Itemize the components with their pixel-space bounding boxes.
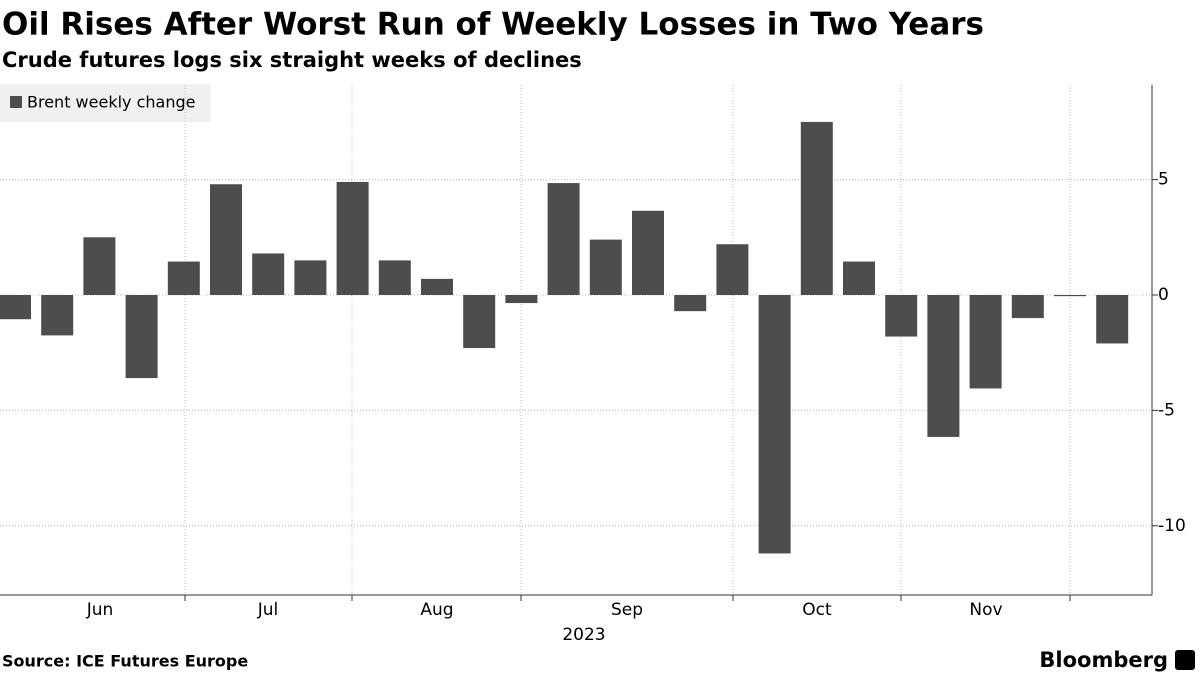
- y-tick-label: 5: [1158, 170, 1169, 190]
- y-tick-label: 0: [1158, 285, 1169, 305]
- legend-swatch: [10, 96, 22, 108]
- x-tick-label: Oct: [802, 600, 832, 620]
- chart-title: Oil Rises After Worst Run of Weekly Loss…: [2, 7, 984, 43]
- bar: [505, 295, 538, 304]
- x-year-label: 2023: [562, 625, 605, 645]
- bar: [927, 295, 960, 437]
- bar: [632, 210, 664, 295]
- x-tick-label: Jul: [257, 600, 279, 620]
- bar: [969, 295, 1002, 389]
- source: Source: ICE Futures Europe: [2, 652, 248, 671]
- bar: [83, 237, 116, 295]
- bar: [885, 295, 918, 337]
- brand-icon: [1175, 650, 1195, 670]
- bar: [210, 184, 242, 295]
- chart-subtitle: Crude futures logs six straight weeks of…: [2, 48, 582, 72]
- bar: [294, 260, 327, 295]
- bar: [463, 295, 496, 349]
- bar: [252, 253, 285, 295]
- bar: [125, 295, 158, 379]
- bar: [1096, 295, 1129, 344]
- bar: [1011, 295, 1044, 319]
- bar: [1054, 295, 1086, 297]
- bar: [716, 244, 749, 295]
- bar: [378, 260, 411, 295]
- x-tick-label: Aug: [420, 600, 453, 620]
- legend-box: [0, 84, 211, 122]
- bar: [758, 295, 791, 554]
- bar: [336, 181, 369, 295]
- bar: [800, 121, 833, 295]
- x-tick-label: Nov: [969, 600, 1002, 620]
- brand: Bloomberg: [1039, 648, 1168, 672]
- bar: [421, 278, 453, 295]
- x-tick-label: Sep: [611, 600, 643, 620]
- bar: [843, 261, 875, 295]
- bar: [674, 295, 707, 312]
- bar: [547, 183, 580, 295]
- y-tick-label: -10: [1158, 516, 1186, 536]
- bar: [167, 261, 200, 295]
- bar: [41, 295, 74, 336]
- bar: [0, 295, 31, 320]
- bar: [589, 239, 622, 295]
- y-tick-label: -5: [1158, 400, 1175, 420]
- legend-label: Brent weekly change: [27, 93, 195, 112]
- x-tick-label: Jun: [86, 600, 114, 620]
